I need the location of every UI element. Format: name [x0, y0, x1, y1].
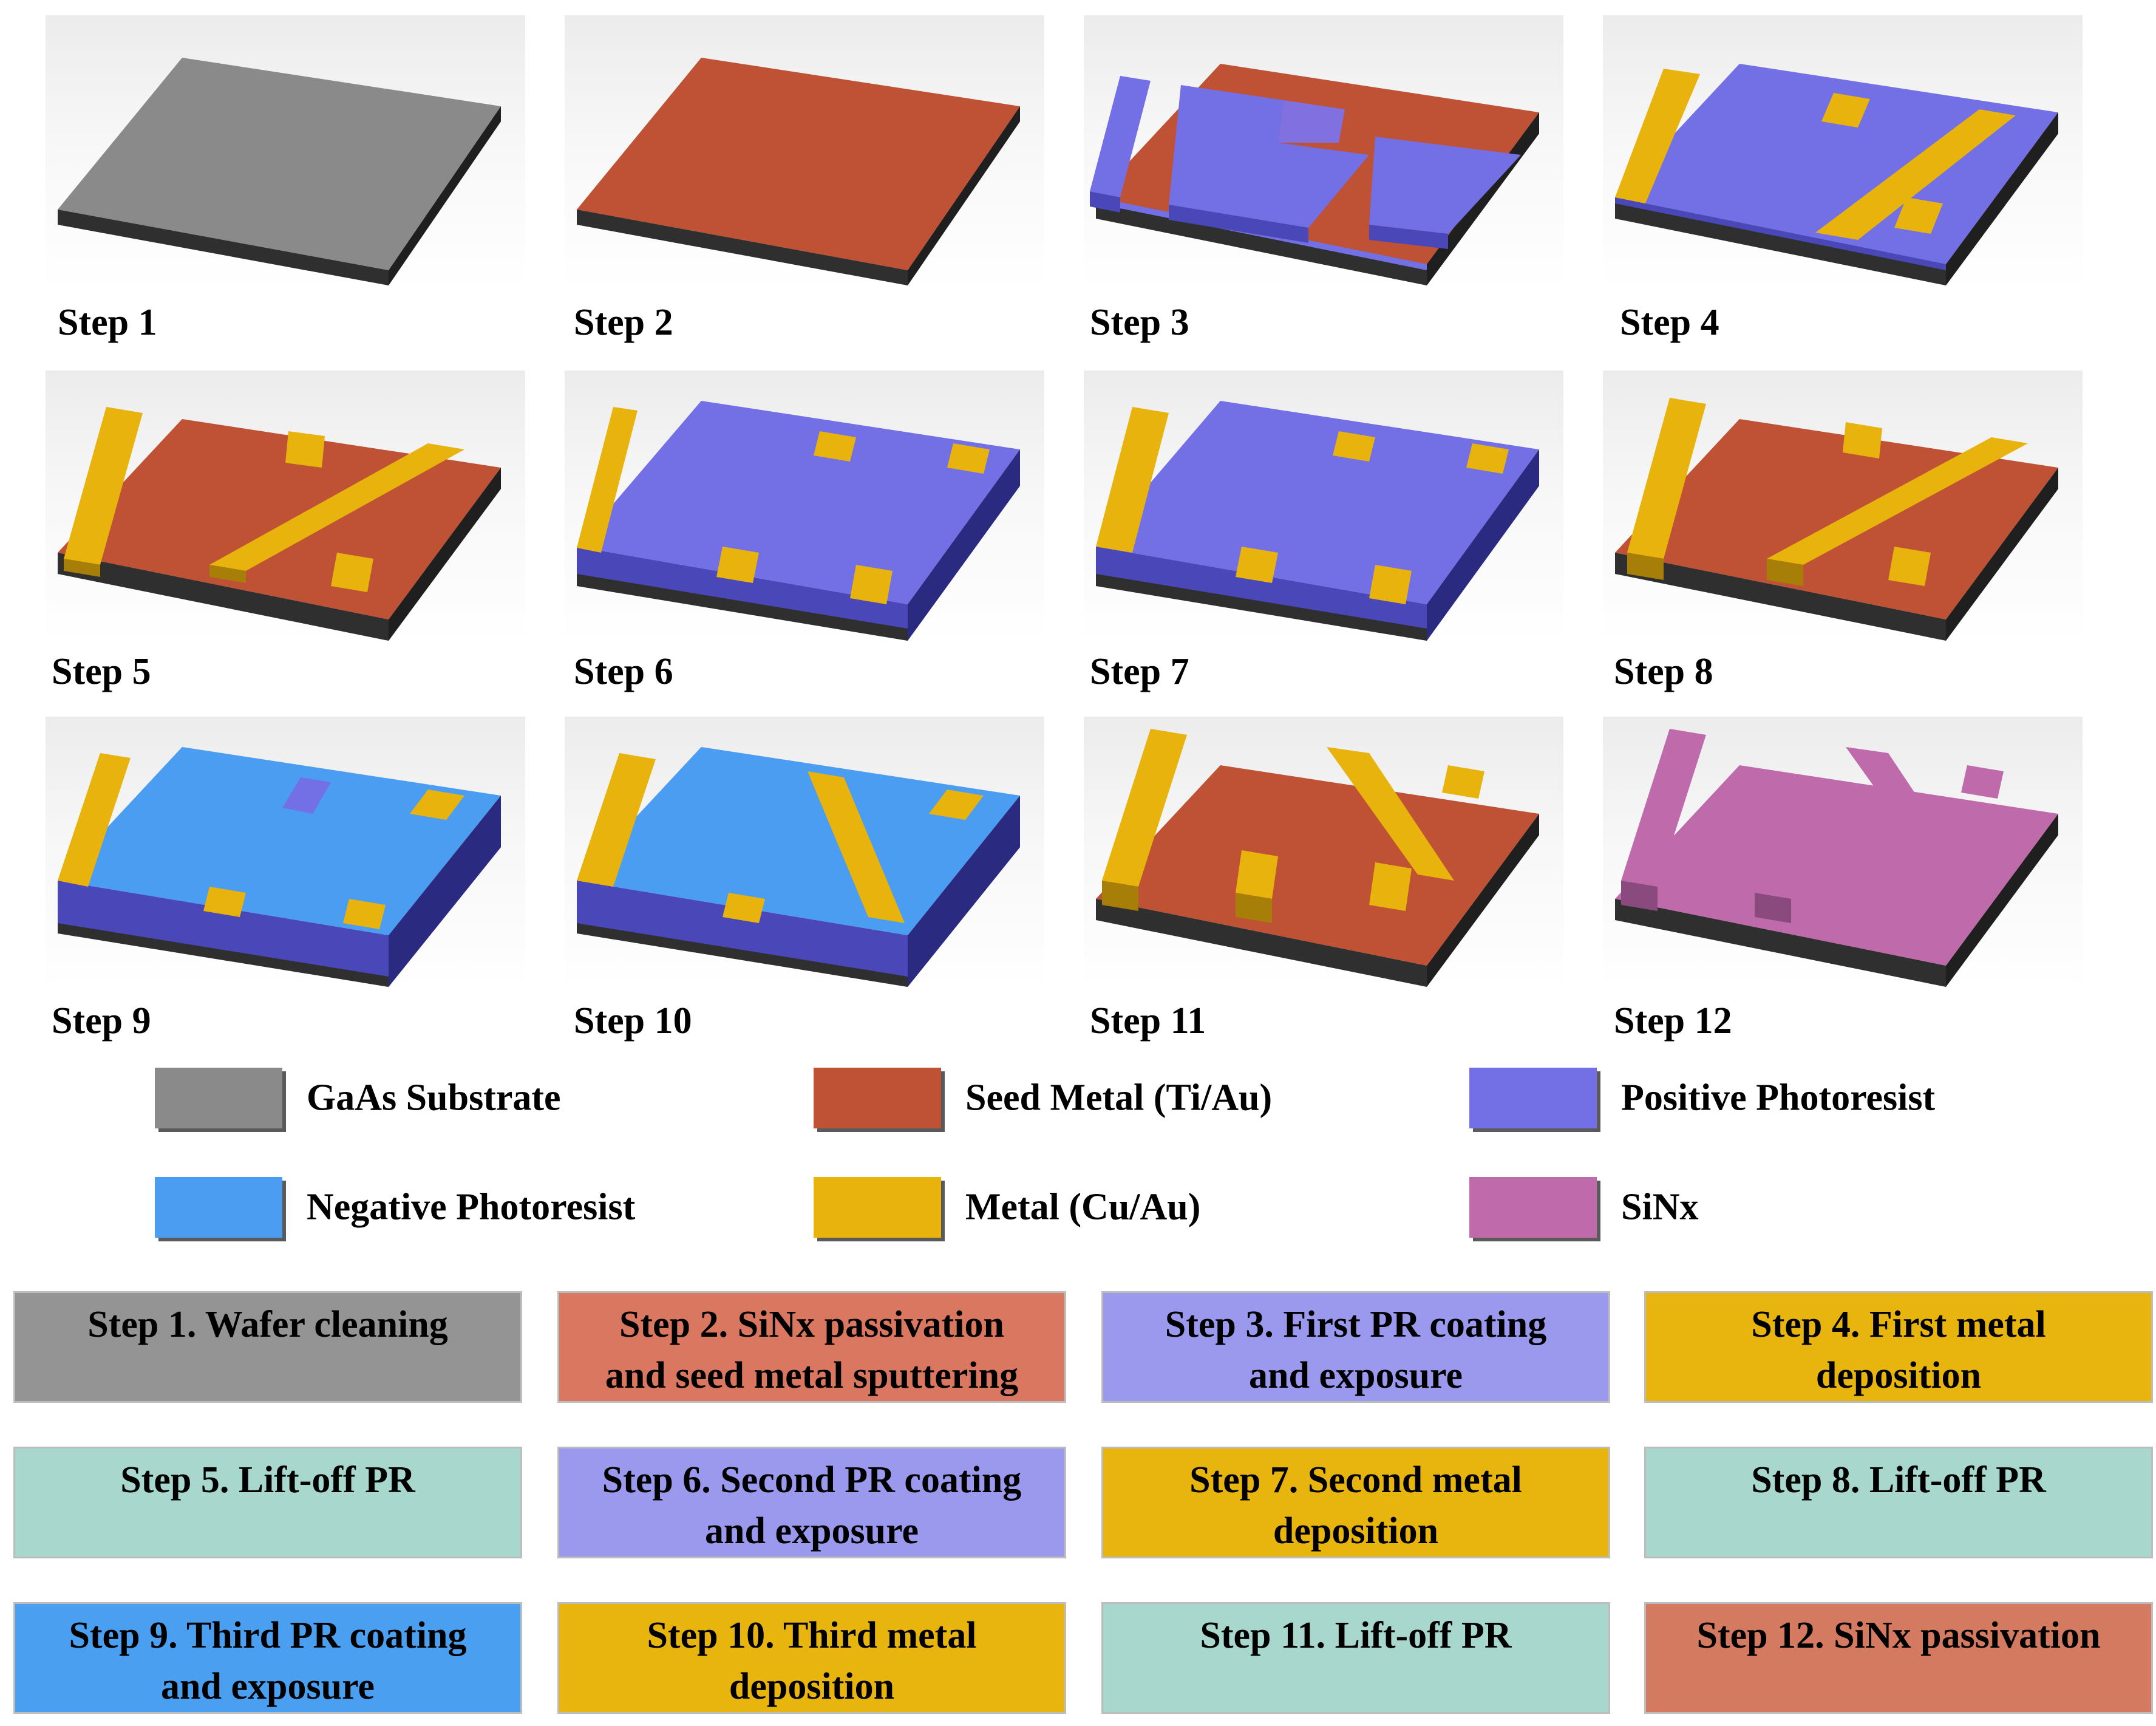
step-label-9: Step 9	[52, 1000, 151, 1042]
description-line-1: Step 10. Third metal	[647, 1615, 977, 1656]
description-step-6: Step 6. Second PR coating and exposure	[557, 1447, 1066, 1558]
legend-swatch	[814, 1068, 941, 1128]
legend-label: Positive Photoresist	[1621, 1077, 1936, 1119]
description-step-9: Step 9. Third PR coating and exposure	[13, 1602, 522, 1714]
description-line-2: deposition	[1815, 1355, 1982, 1396]
legend-label: Metal (Cu/Au)	[965, 1186, 1201, 1228]
description-step-2: Step 2. SiNx passivation and seed metal …	[557, 1291, 1066, 1403]
step-2-illustration	[565, 15, 1044, 288]
description-line-2: and exposure	[1249, 1355, 1463, 1396]
legend-label: SiNx	[1621, 1186, 1699, 1228]
description-line-1: Step 4. First metal	[1751, 1304, 2046, 1345]
description-step-5: Step 5. Lift-off PR	[13, 1447, 522, 1558]
legend-label: GaAs Substrate	[307, 1077, 561, 1119]
step-label-7: Step 7	[1090, 651, 1189, 692]
description-line-1: Step 1. Wafer cleaning	[87, 1304, 448, 1345]
description-step-7: Step 7. Second metal deposition	[1101, 1447, 1610, 1558]
description-line-1: Step 5. Lift-off PR	[120, 1459, 415, 1501]
step-8-illustration	[1603, 370, 2083, 644]
step-label-2: Step 2	[574, 302, 673, 343]
step-label-11: Step 11	[1090, 1000, 1206, 1042]
step-label-1: Step 1	[58, 302, 157, 343]
legend-swatch	[814, 1177, 941, 1238]
step-label-10: Step 10	[574, 1000, 692, 1042]
gaas-substrate-top	[58, 58, 501, 270]
step-6-illustration	[565, 370, 1044, 644]
description-line-1: Step 2. SiNx passivation	[619, 1304, 1004, 1345]
legend-label: Negative Photoresist	[307, 1186, 636, 1228]
description-step-10: Step 10. Third metal deposition	[557, 1602, 1066, 1714]
step-label-4: Step 4	[1620, 302, 1719, 343]
step-11-illustration	[1084, 717, 1563, 990]
legend-swatch	[1469, 1068, 1597, 1128]
step-9-illustration	[46, 717, 525, 990]
step-5-illustration	[46, 370, 525, 644]
description-line-1: Step 8. Lift-off PR	[1751, 1459, 2046, 1501]
description-step-12: Step 12. SiNx passivation	[1644, 1602, 2153, 1714]
description-line-1: Step 11. Lift-off PR	[1200, 1615, 1512, 1656]
description-line-2: deposition	[729, 1666, 895, 1707]
description-step-3: Step 3. First PR coating and exposure	[1101, 1291, 1610, 1403]
description-line-2: deposition	[1273, 1510, 1439, 1552]
description-line-2: and exposure	[705, 1510, 919, 1552]
description-line-1: Step 3. First PR coating	[1165, 1304, 1547, 1345]
description-line-1: Step 9. Third PR coating	[69, 1615, 467, 1656]
description-line-1: Step 7. Second metal	[1189, 1459, 1522, 1501]
step-7-illustration	[1084, 370, 1563, 644]
step-label-3: Step 3	[1090, 302, 1189, 343]
description-line-2: and exposure	[161, 1666, 375, 1707]
step-12-illustration	[1603, 717, 2083, 990]
step-4-illustration	[1603, 15, 2083, 288]
description-step-1: Step 1. Wafer cleaning	[13, 1291, 522, 1403]
gaas-substrate-front	[58, 210, 389, 285]
gaas-substrate-side	[389, 106, 501, 285]
legend-label: Seed Metal (Ti/Au)	[965, 1077, 1273, 1119]
description-line-2: and seed metal sputtering	[605, 1355, 1019, 1396]
legend-swatch	[1469, 1177, 1597, 1238]
legend-swatch	[155, 1068, 282, 1128]
description-step-4: Step 4. First metal deposition	[1644, 1291, 2153, 1403]
description-line-1: Step 12. SiNx passivation	[1696, 1615, 2101, 1656]
description-step-11: Step 11. Lift-off PR	[1101, 1602, 1610, 1714]
step-label-8: Step 8	[1614, 651, 1713, 692]
step-10-illustration	[565, 717, 1044, 990]
step-label-5: Step 5	[52, 651, 151, 692]
description-line-1: Step 6. Second PR coating	[602, 1459, 1022, 1501]
description-step-8: Step 8. Lift-off PR	[1644, 1447, 2153, 1558]
step-3-illustration	[1084, 15, 1563, 288]
legend-swatch	[155, 1177, 282, 1238]
step-label-6: Step 6	[574, 651, 673, 692]
step-1-illustration	[46, 15, 525, 288]
step-label-12: Step 12	[1614, 1000, 1732, 1042]
